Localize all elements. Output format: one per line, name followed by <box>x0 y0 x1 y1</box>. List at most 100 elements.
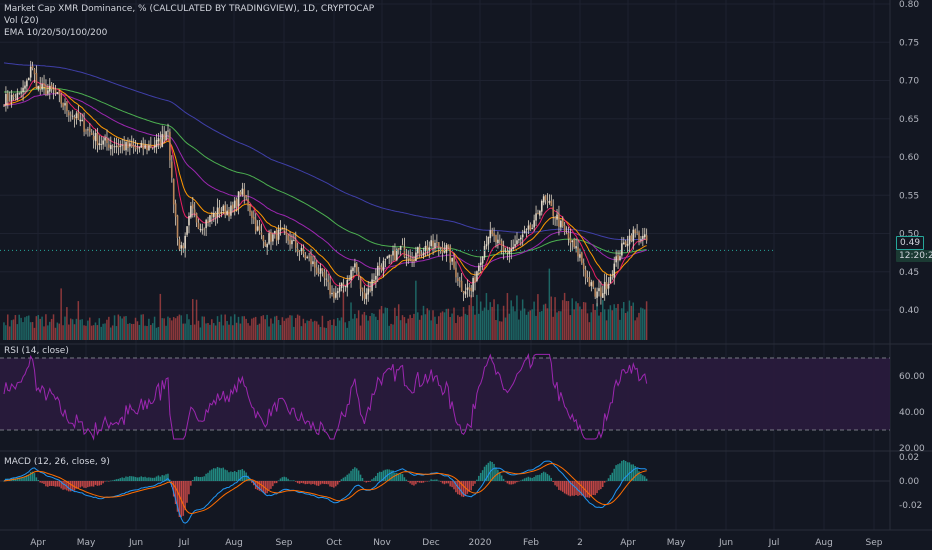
volume-bar <box>434 316 436 340</box>
macd-histogram-bar <box>428 480 430 482</box>
candle-body <box>230 205 232 216</box>
volume-bar <box>575 301 577 340</box>
macd-histogram-bar <box>48 481 51 486</box>
macd-histogram-bar <box>151 477 154 481</box>
macd-histogram-bar <box>102 481 104 484</box>
volume-bar <box>31 322 34 340</box>
macd-histogram-bar <box>388 469 390 481</box>
volume-bar <box>451 313 453 340</box>
volume-bar <box>289 315 291 340</box>
candle-body <box>630 235 633 242</box>
price-axes: 0.80 0.75 0.70 0.65 0.60 0.55 0.50 0.45 0.40 60.0… <box>899 0 925 511</box>
volume-bar <box>409 314 411 340</box>
rsi-legend: RSI (14, close) <box>4 346 69 356</box>
volume-bar <box>598 315 600 340</box>
volume-bar <box>483 307 486 340</box>
candle-body <box>136 148 139 150</box>
macd-histogram-bar <box>54 481 57 487</box>
macd-histogram-bar <box>561 481 564 492</box>
volume-bar <box>39 318 41 340</box>
macd-histogram-bar <box>29 472 32 481</box>
candle-body <box>85 130 87 132</box>
volume-bar <box>344 322 347 340</box>
volume-bar <box>287 317 289 340</box>
candle-body <box>7 93 9 102</box>
candle-body <box>481 256 484 264</box>
macd-histogram-bar <box>626 462 629 481</box>
volume-bar <box>355 318 358 340</box>
candle-body <box>512 246 514 250</box>
volume-bar <box>554 297 556 340</box>
macd-histogram-bar <box>89 481 91 487</box>
candle-body <box>613 263 616 278</box>
macd-histogram-bar <box>521 479 524 481</box>
macd-histogram-bar <box>376 472 379 481</box>
candle-body <box>447 244 450 248</box>
macd-histogram-bar <box>508 481 511 485</box>
candle-body <box>601 293 604 298</box>
volume-bar <box>542 304 545 340</box>
candle-body <box>167 130 169 132</box>
volume-bar <box>186 314 188 340</box>
macd-histogram-bar <box>468 481 471 492</box>
macd-histogram-bar <box>3 481 5 482</box>
volume-bar <box>470 294 472 340</box>
macd-histogram-bar <box>394 473 396 481</box>
candle-body <box>621 243 623 256</box>
candle-body <box>529 224 532 231</box>
candle-body <box>94 132 97 142</box>
volume-bar <box>453 307 455 340</box>
macd-histogram-bar <box>14 478 17 481</box>
volume-bar <box>413 313 415 340</box>
macd-histogram-bar <box>605 480 608 482</box>
volume-bar <box>64 316 66 340</box>
candle-body <box>409 257 411 260</box>
volume-bar <box>392 324 394 340</box>
candle-body <box>289 239 291 245</box>
candle-body <box>273 230 276 234</box>
volume-legend: Vol (20) <box>4 16 39 26</box>
ema20-line <box>3 86 647 284</box>
macd-histogram-bar <box>474 481 476 484</box>
candle-body <box>418 247 421 256</box>
candle-body <box>451 257 453 262</box>
volume-bar <box>552 316 554 340</box>
macd-tick-label: 0.02 <box>899 453 919 463</box>
candle-body <box>43 83 45 86</box>
macd-histogram-bar <box>159 476 162 481</box>
macd-histogram-bar <box>354 467 356 481</box>
macd-histogram-bar <box>621 460 623 481</box>
volume-bar <box>388 325 390 340</box>
volume-bar <box>199 327 202 340</box>
candle-body <box>268 233 270 244</box>
volume-bar <box>319 326 322 340</box>
candle-body <box>521 234 524 238</box>
candle-body <box>184 235 186 249</box>
macd-histogram-bar <box>291 480 293 481</box>
macd-histogram-bar <box>481 470 484 481</box>
time-tick-label: Oct <box>326 538 342 548</box>
candle-body <box>264 242 267 246</box>
candle-body <box>245 195 247 198</box>
macd-histogram-bar <box>550 477 553 481</box>
macd-histogram-bar <box>579 481 581 496</box>
macd-histogram-bar <box>344 476 347 481</box>
candle-body <box>376 265 379 276</box>
time-tick-label: 2 <box>577 538 583 548</box>
volume-bar <box>220 314 223 340</box>
macd-histogram-bar <box>45 481 47 487</box>
macd-histogram-bar <box>514 481 516 484</box>
macd-histogram-bar <box>289 480 291 481</box>
volume-bar <box>41 316 43 340</box>
volume-bar <box>588 322 591 340</box>
volume-bar <box>195 299 198 340</box>
candle-body <box>632 229 635 242</box>
volume-bar <box>146 326 148 340</box>
volume-bar <box>464 313 467 340</box>
time-tick-label: Jul <box>178 538 190 548</box>
volume-bar <box>277 319 280 340</box>
candle-body <box>317 272 320 275</box>
macd-histogram-bar <box>363 481 366 482</box>
candle-body <box>617 254 619 261</box>
